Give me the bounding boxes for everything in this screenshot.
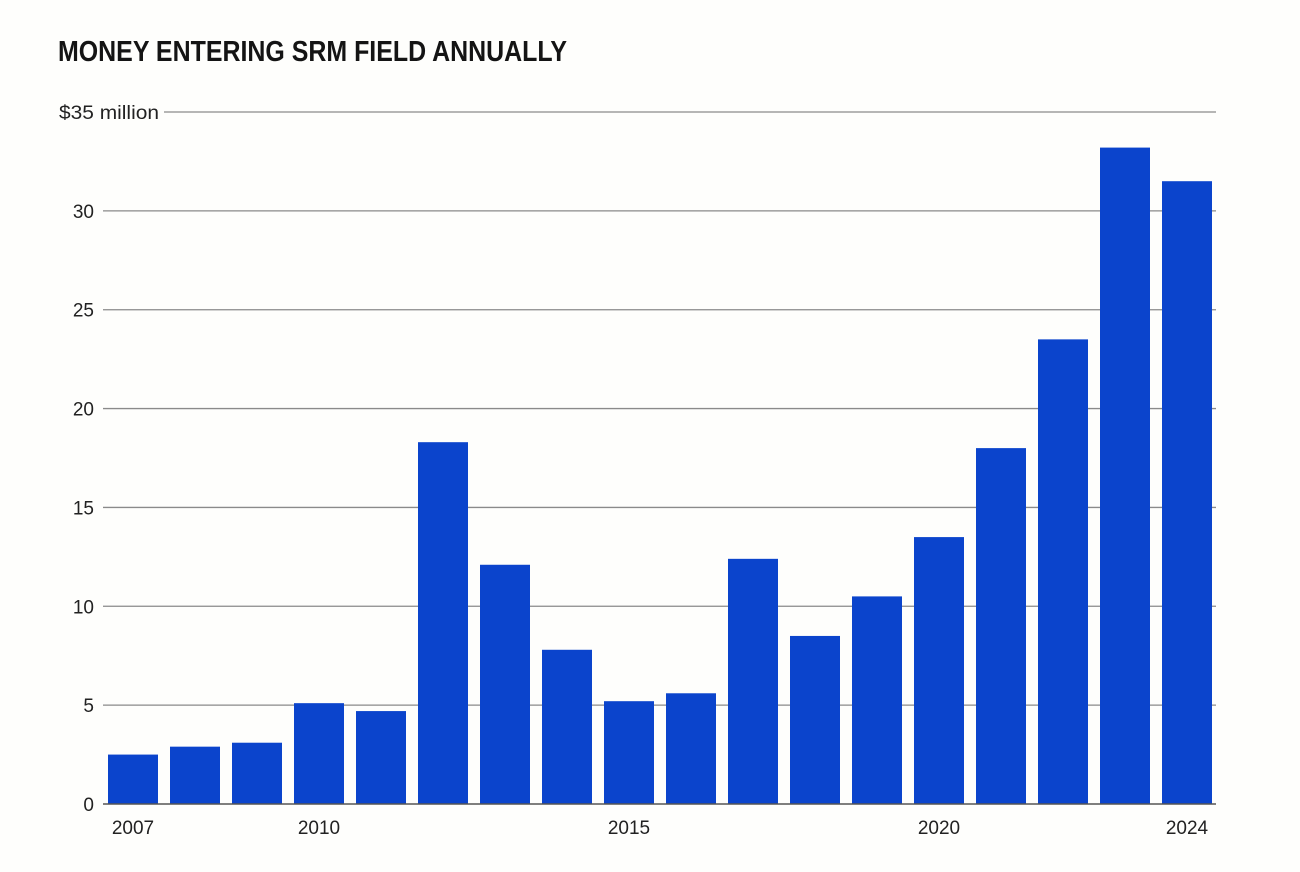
x-tick-label: 2024	[1166, 818, 1209, 839]
y-tick-label: 5	[83, 696, 94, 717]
x-tick-label: 2010	[298, 818, 340, 839]
bar-2019	[852, 596, 902, 804]
bar-2022	[1038, 339, 1088, 804]
chart-title: MONEY ENTERING SRM FIELD ANNUALLY	[58, 36, 567, 68]
bar-2007	[108, 754, 158, 804]
y-tick-label: 30	[73, 202, 94, 223]
bar-2015	[604, 701, 654, 804]
x-tick-label: 2007	[112, 818, 154, 839]
bar-2013	[480, 564, 530, 804]
bar-2020	[914, 537, 964, 804]
y-tick-label: 0	[83, 795, 94, 816]
bar-2010	[294, 703, 344, 804]
x-tick-labels: 2007 2010 2015 2020 2024	[112, 818, 1209, 839]
bar-2014	[542, 649, 592, 804]
bar-2009	[232, 742, 282, 804]
bar-2018	[790, 635, 840, 804]
bar-2024	[1162, 181, 1212, 804]
gridlines	[103, 111, 1216, 706]
bar-2017	[728, 558, 778, 804]
bars	[108, 147, 1212, 805]
bar-2023	[1100, 147, 1150, 805]
bar-2021	[976, 448, 1026, 804]
bar-2008	[170, 746, 220, 804]
y-tick-labels: 0 5 10 15 20 25 30 $35 million	[59, 103, 159, 816]
x-tick-label: 2020	[918, 818, 960, 839]
y-tick-label: 20	[73, 400, 94, 421]
y-unit-label: $35 million	[59, 103, 159, 124]
x-tick-label: 2015	[608, 818, 650, 839]
bar-2016	[666, 693, 716, 804]
y-tick-label: 25	[73, 301, 94, 322]
bar-2011	[356, 711, 406, 804]
y-tick-label: 10	[73, 597, 94, 618]
bar-2012	[418, 442, 468, 804]
y-tick-label: 15	[73, 498, 94, 519]
